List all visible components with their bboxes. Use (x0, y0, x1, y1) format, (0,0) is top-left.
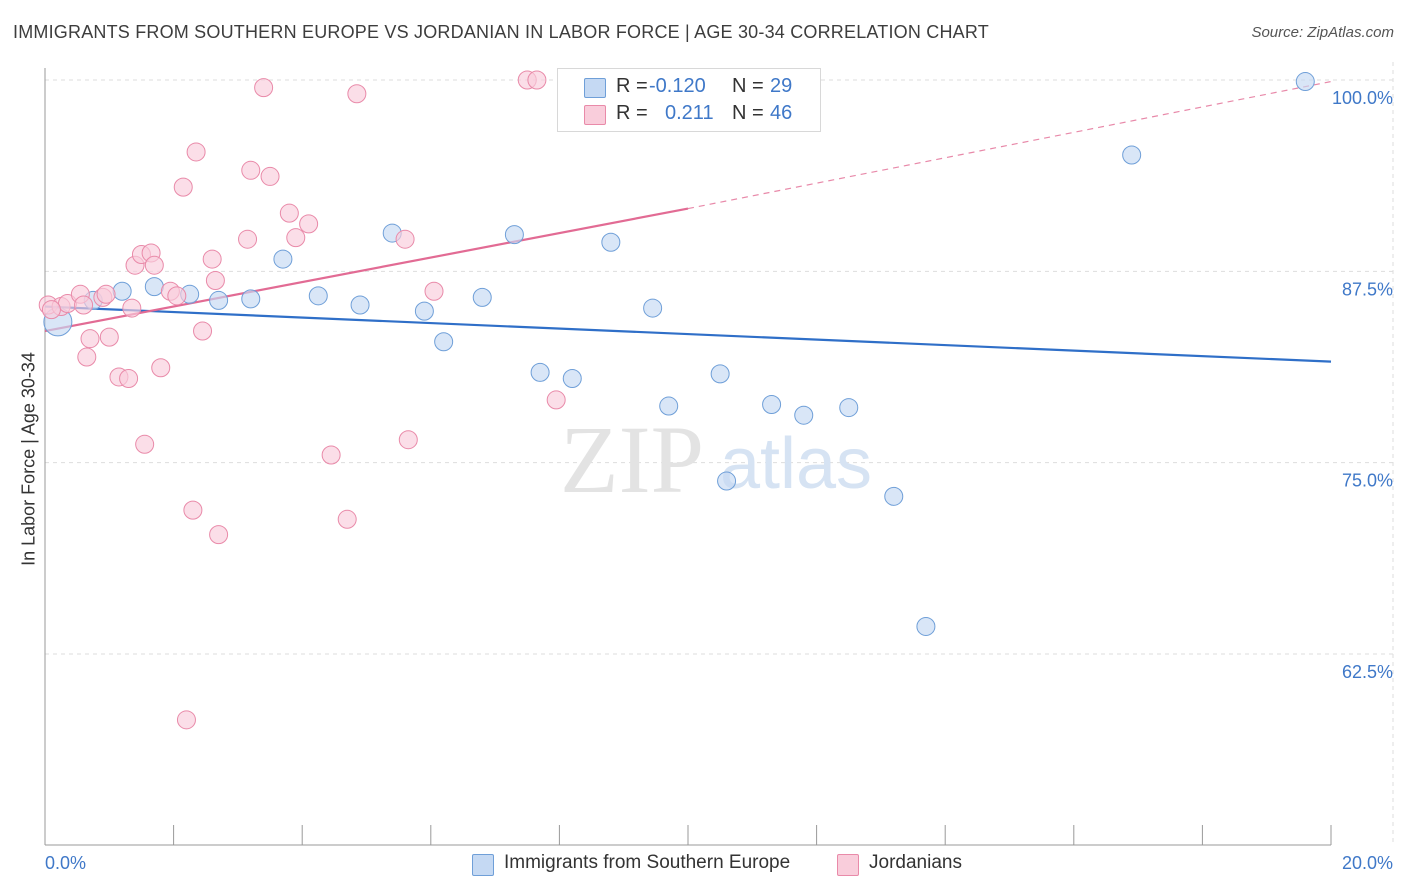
point-jordanians (299, 214, 319, 234)
point-jordanians (96, 284, 116, 304)
point-jordanians (260, 166, 280, 186)
stats-legend: R = -0.120 N = 29 R = 0.211 N = 46 (557, 68, 821, 132)
tick-labels: 62.5% 75.0% 87.5% 100.0% 0.0% 20.0% (45, 88, 1393, 873)
point-southern-europe (717, 471, 737, 491)
legend-r-label: R = (616, 75, 648, 97)
point-jordanians (144, 255, 164, 275)
point-southern-europe (504, 225, 524, 245)
point-southern-europe (710, 364, 730, 384)
point-southern-europe (350, 295, 370, 315)
series-label-jordanians: Jordanians (869, 852, 962, 873)
point-southern-europe (1122, 145, 1142, 165)
trend-line-jordanians (44, 207, 689, 333)
source-credit: Source: ZipAtlas.com (1251, 24, 1394, 41)
point-jordanians (241, 160, 261, 180)
point-southern-europe (241, 289, 261, 309)
trend-lines (44, 80, 1332, 363)
point-southern-europe (530, 362, 550, 382)
y-axis-label: In Labor Force | Age 30-34 (18, 352, 39, 566)
legend-row-jordanians: R = 0.211 N = 46 (558, 102, 820, 128)
point-southern-europe (762, 395, 782, 415)
point-jordanians (80, 329, 100, 349)
legend-r-value: 0.211 (665, 102, 714, 124)
point-jordanians (77, 347, 97, 367)
point-southern-europe (1295, 72, 1315, 92)
point-jordanians (398, 430, 418, 450)
x-tick-label: 20.0% (1342, 853, 1393, 873)
point-southern-europe (601, 232, 621, 252)
y-tick-label: 87.5% (1342, 279, 1393, 299)
y-tick-label: 75.0% (1342, 471, 1393, 491)
chart-title: IMMIGRANTS FROM SOUTHERN EUROPE VS JORDA… (13, 22, 989, 42)
point-jordanians (135, 434, 155, 454)
point-jordanians (321, 445, 341, 465)
point-southern-europe (273, 249, 293, 269)
point-jordanians (119, 368, 139, 388)
point-southern-europe (916, 616, 936, 636)
legend-swatch-pink (584, 105, 606, 125)
point-jordanians (202, 249, 222, 269)
trend-line-southern-europe (44, 305, 1332, 363)
point-jordanians (424, 281, 444, 301)
axes (44, 68, 1332, 846)
point-jordanians (167, 286, 187, 306)
legend-n-label: N = (732, 102, 764, 124)
point-southern-europe (414, 301, 434, 321)
point-jordanians (279, 203, 299, 223)
point-jordanians (74, 295, 94, 315)
legend-row-southern-europe: R = -0.120 N = 29 (558, 75, 820, 101)
point-southern-europe (144, 277, 164, 297)
point-jordanians (337, 509, 357, 529)
zipatlas-watermark: ZIP atlas (560, 406, 872, 513)
data-points (38, 70, 1315, 730)
point-jordanians (546, 390, 566, 410)
watermark-atlas: atlas (720, 424, 872, 504)
point-jordanians (186, 142, 206, 162)
point-southern-europe (839, 398, 859, 418)
point-jordanians (238, 229, 258, 249)
legend-r-label: R = (616, 102, 648, 124)
point-jordanians (41, 300, 61, 320)
point-jordanians (254, 78, 274, 98)
point-southern-europe (209, 290, 229, 310)
point-jordanians (122, 298, 142, 318)
legend-swatch-blue (584, 78, 606, 98)
point-southern-europe (794, 405, 814, 425)
point-jordanians (395, 229, 415, 249)
point-jordanians (99, 327, 119, 347)
point-jordanians (209, 525, 229, 545)
point-jordanians (151, 358, 171, 378)
series-legend: Immigrants from Southern Europe Jordania… (0, 851, 1406, 879)
point-jordanians (176, 710, 196, 730)
series-swatch-blue (472, 854, 494, 876)
point-jordanians (193, 321, 213, 341)
series-swatch-pink (837, 854, 859, 876)
legend-r-value: -0.120 (649, 75, 706, 97)
x-tick-label: 0.0% (45, 853, 86, 873)
legend-n-label: N = (732, 75, 764, 97)
point-southern-europe (434, 332, 454, 352)
point-southern-europe (643, 298, 663, 318)
point-southern-europe (308, 286, 328, 306)
point-southern-europe (659, 396, 679, 416)
watermark-zip: ZIP (560, 406, 704, 513)
point-jordanians (286, 228, 306, 248)
point-jordanians (527, 70, 547, 90)
series-label-southern-europe: Immigrants from Southern Europe (504, 852, 791, 873)
legend-n-value: 46 (770, 102, 793, 124)
point-southern-europe (562, 368, 582, 388)
legend-n-value: 29 (770, 75, 793, 97)
y-tick-label: 62.5% (1342, 662, 1393, 682)
point-southern-europe (884, 486, 904, 506)
point-southern-europe (472, 287, 492, 307)
point-southern-europe (112, 281, 132, 301)
point-jordanians (205, 271, 225, 291)
point-jordanians (173, 177, 193, 197)
point-jordanians (347, 84, 367, 104)
point-jordanians (183, 500, 203, 520)
y-tick-label: 100.0% (1332, 88, 1393, 108)
